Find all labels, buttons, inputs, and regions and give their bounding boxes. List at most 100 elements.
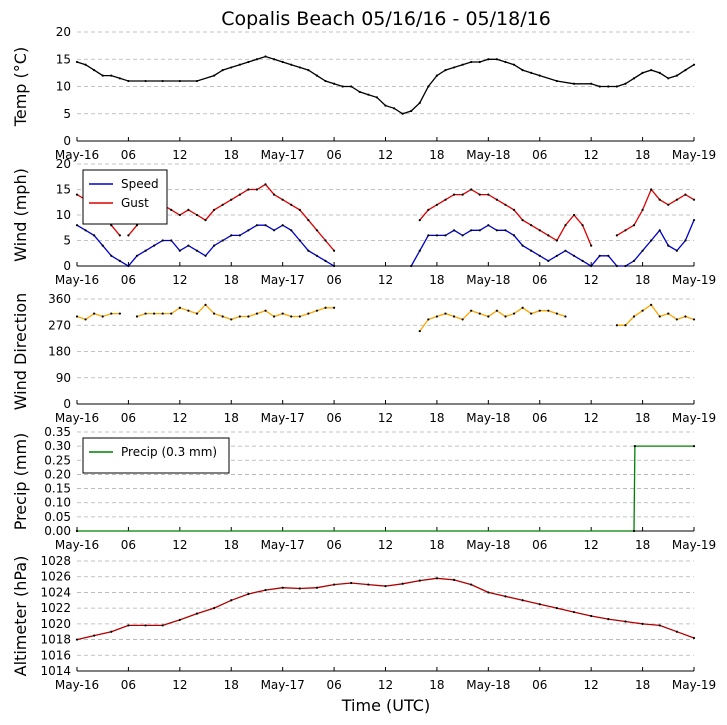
data-point (195, 612, 199, 615)
y-tick-label: 0.35 (44, 425, 71, 439)
data-point (487, 193, 490, 196)
data-point (675, 249, 678, 252)
x-tick-label: May-16 (55, 678, 99, 692)
data-point (238, 63, 241, 66)
data-point (170, 208, 173, 211)
x-tick-label: 18 (224, 273, 239, 287)
data-point (427, 85, 430, 88)
data-point (444, 69, 447, 72)
data-point (667, 244, 670, 247)
data-point (581, 259, 584, 262)
data-point (572, 610, 576, 614)
data-point (418, 329, 421, 333)
data-point (478, 312, 481, 315)
y-tick-label: 0 (63, 134, 71, 148)
data-point (255, 312, 259, 315)
data-point (633, 445, 636, 448)
data-point (230, 66, 233, 69)
data-point (367, 93, 370, 96)
data-point (684, 69, 687, 72)
data-point (153, 244, 156, 247)
x-tick-label: May-18 (466, 273, 510, 287)
panel-1: 0 5 10 15 20 May-16 06 12 18 May-17 06 12 18 May-18 06… (11, 25, 716, 162)
data-point (538, 229, 541, 232)
data-point (213, 244, 216, 247)
data-point (675, 74, 678, 77)
data-point (247, 592, 250, 596)
data-point (615, 264, 618, 268)
data-point (495, 198, 499, 201)
data-point (290, 229, 293, 232)
data-point (658, 198, 661, 201)
data-point (624, 264, 627, 268)
y-tick-label: 1026 (40, 570, 71, 584)
data-point (332, 249, 336, 252)
data-point (221, 315, 224, 318)
x-tick-label: May-19 (672, 273, 716, 287)
data-point (495, 58, 499, 61)
data-point (461, 193, 464, 196)
data-point (75, 193, 79, 196)
data-point (170, 239, 173, 242)
data-point (572, 82, 576, 85)
x-tick-label: 06 (121, 148, 136, 162)
x-tick-label: 06 (121, 411, 136, 425)
x-tick-label: 12 (172, 273, 187, 287)
data-point (118, 259, 121, 262)
x-tick-label: 12 (172, 678, 187, 692)
data-point (641, 249, 644, 252)
data-point (418, 249, 421, 252)
data-point (213, 312, 216, 315)
x-tick-label: 18 (635, 538, 650, 552)
legend-label: Speed (121, 177, 159, 191)
data-point (195, 213, 199, 217)
data-point (401, 582, 404, 585)
data-point (307, 219, 310, 222)
x-tick-label: 06 (121, 678, 136, 692)
data-point (632, 259, 636, 262)
data-point (547, 259, 550, 262)
x-tick-label: 18 (429, 148, 444, 162)
data-point (607, 618, 610, 621)
data-point (315, 586, 319, 589)
data-point (435, 203, 439, 206)
x-tick-label: 12 (584, 273, 599, 287)
data-point (452, 66, 456, 69)
x-tick-label: May-16 (55, 411, 99, 425)
data-point (470, 188, 473, 191)
data-point (564, 315, 567, 318)
data-point (213, 607, 216, 610)
data-point (521, 219, 524, 222)
data-point (555, 254, 558, 257)
y-tick-label: 1020 (40, 617, 71, 631)
data-point (427, 208, 430, 211)
y-tick-label: 0.25 (44, 453, 71, 467)
data-point (487, 224, 490, 227)
data-point (272, 315, 276, 318)
data-point (247, 188, 250, 191)
y-axis-label: Temp (°C) (11, 47, 30, 127)
data-point (590, 82, 593, 85)
data-point (332, 583, 336, 586)
y-axis-label: Wind (mph) (11, 168, 30, 262)
data-point (135, 254, 139, 257)
data-point (324, 79, 327, 83)
data-point (307, 312, 310, 315)
data-point (452, 578, 456, 581)
data-point (230, 318, 233, 321)
y-tick-label: 0.15 (44, 482, 71, 496)
data-point (161, 312, 164, 315)
data-point (324, 259, 327, 262)
data-point (650, 69, 653, 72)
data-point (692, 63, 696, 66)
data-point (135, 315, 139, 318)
y-tick-label: 0.00 (44, 524, 71, 538)
data-point (607, 85, 610, 88)
y-axis-label: Precip (mm) (11, 433, 30, 531)
data-point (213, 74, 216, 77)
data-point (504, 595, 507, 598)
data-point (93, 634, 96, 637)
data-point (384, 104, 387, 107)
x-tick-label: May-19 (672, 538, 716, 552)
